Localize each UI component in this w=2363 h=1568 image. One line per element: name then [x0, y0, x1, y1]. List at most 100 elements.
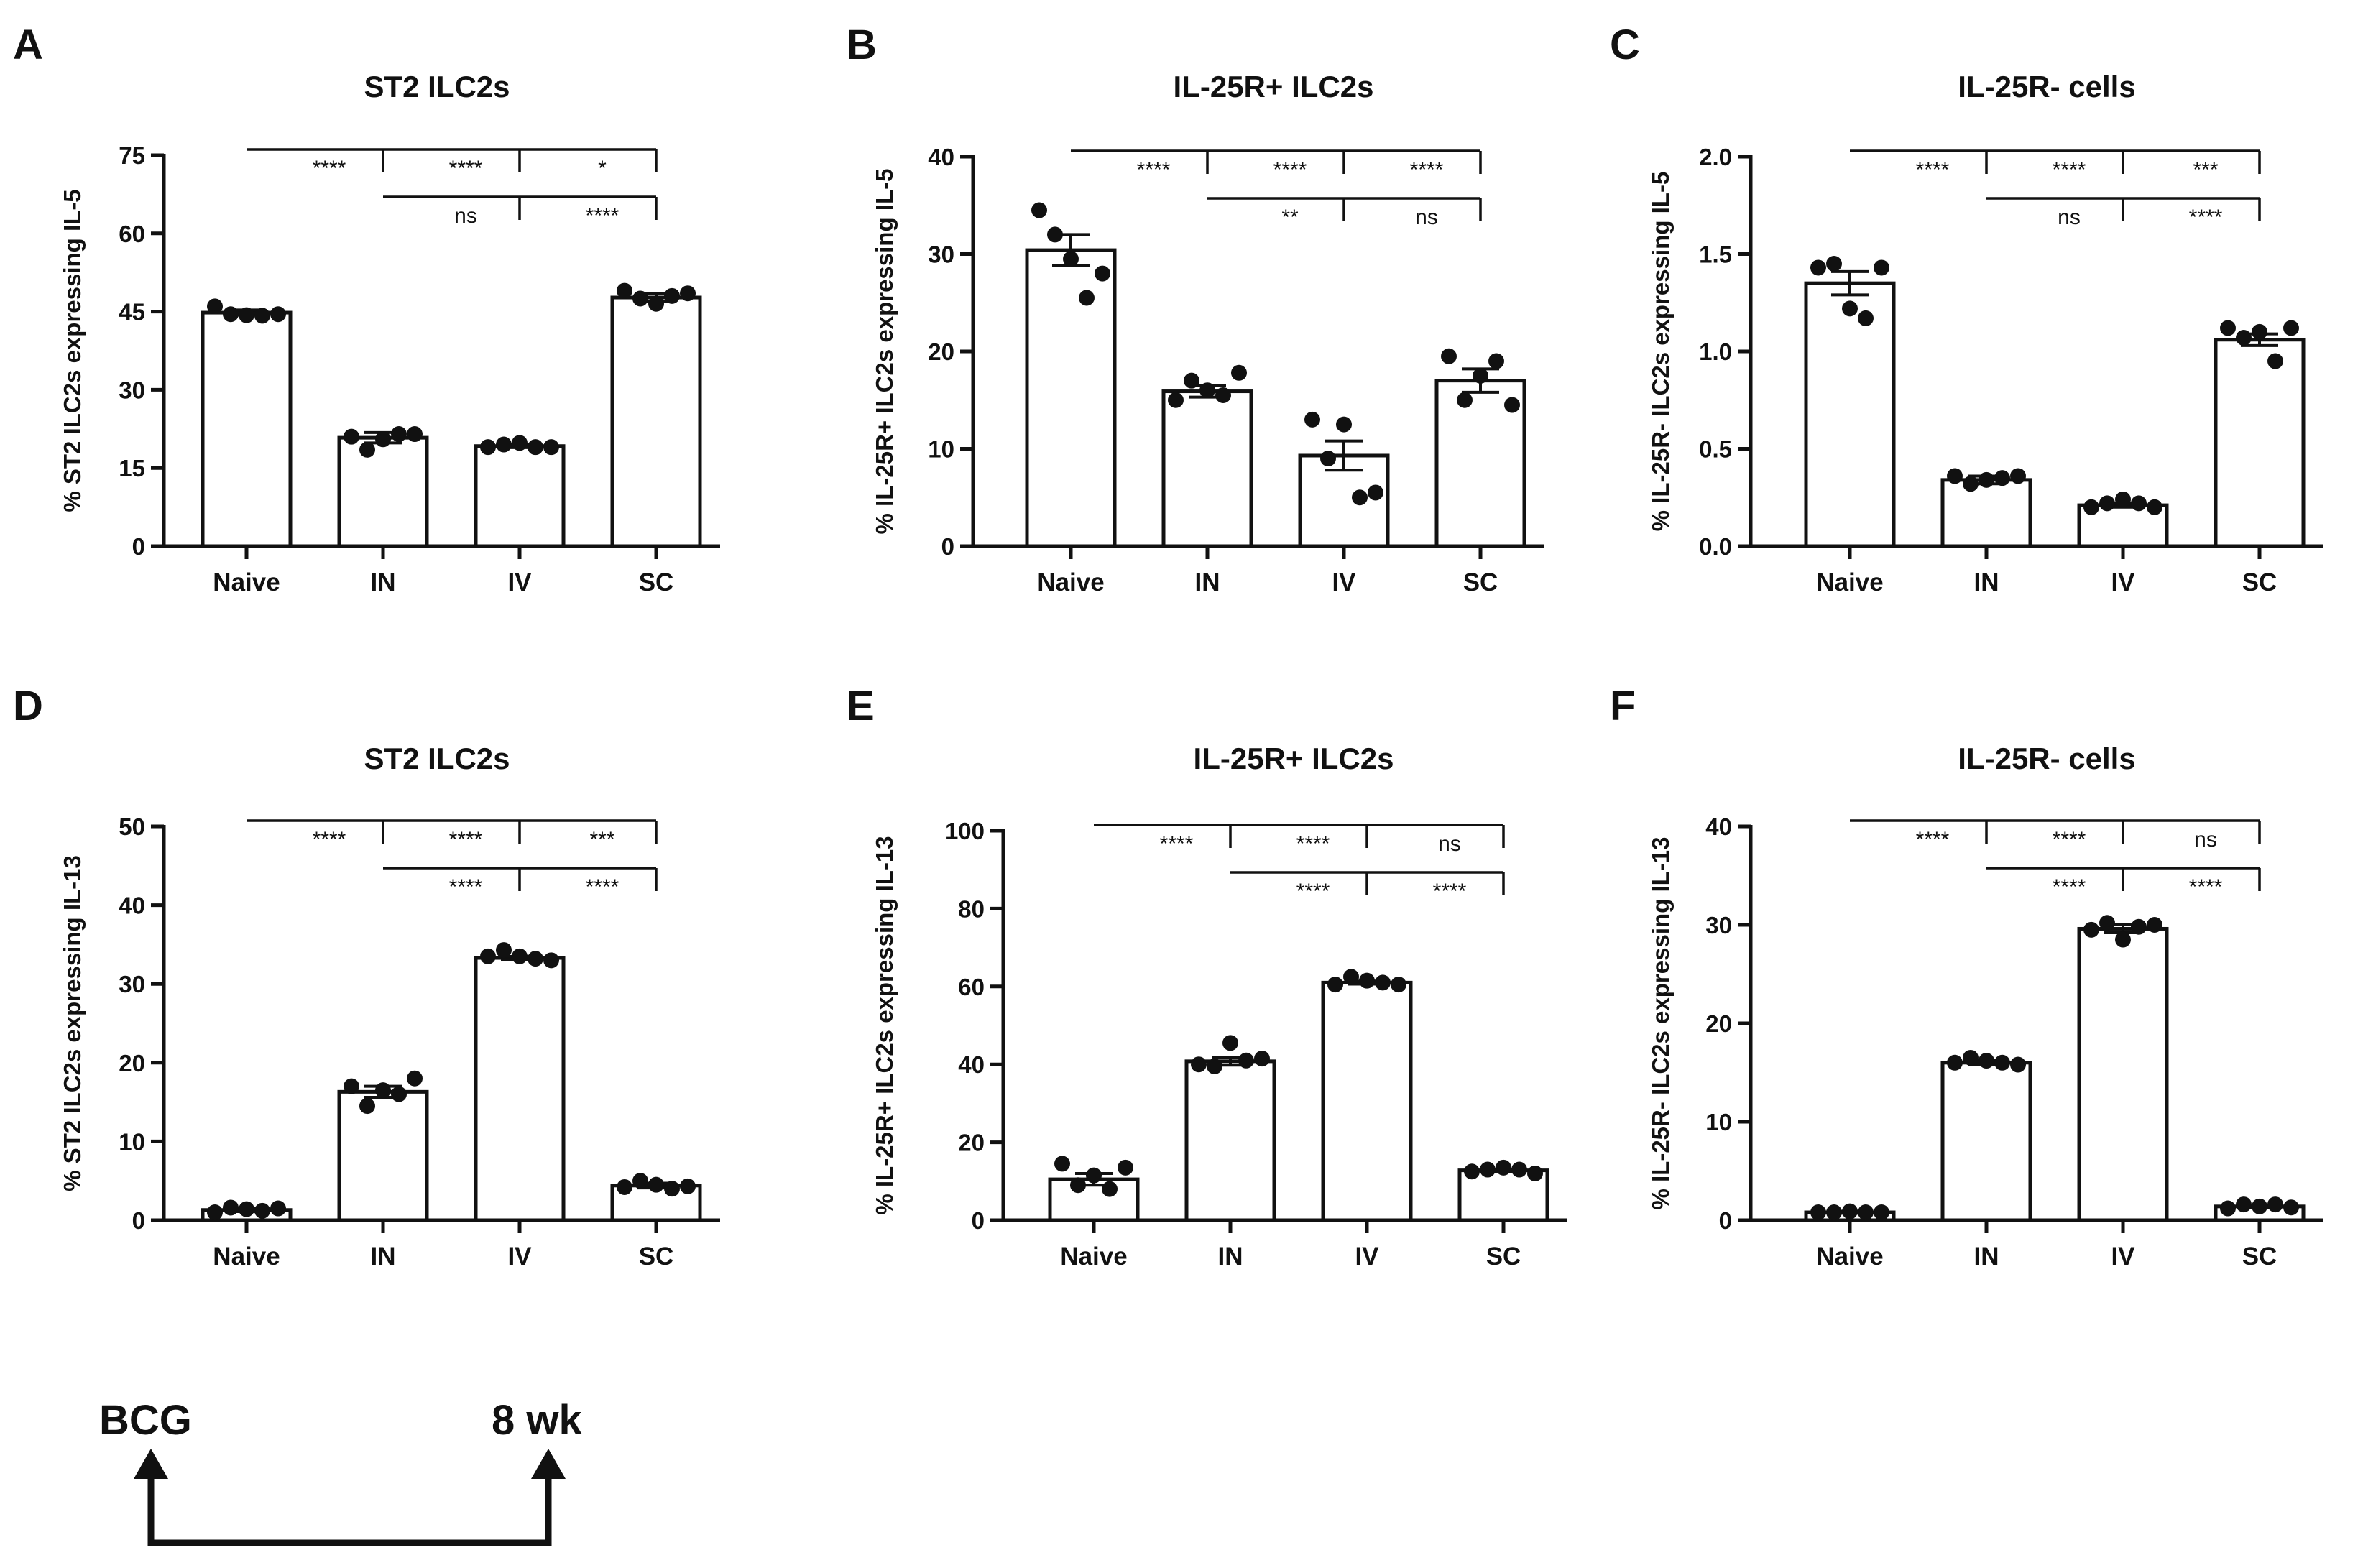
data-point	[1858, 1204, 1874, 1221]
x-tick-label: IN	[371, 568, 396, 596]
panel-letter: C	[1610, 22, 1640, 68]
significance-label: ****	[1916, 828, 1950, 852]
data-point	[1304, 411, 1320, 428]
panel-b: B IL-25R+ ILC2s % IL-25R+ ILC2s expressing…	[847, 22, 1544, 596]
data-point	[680, 285, 696, 302]
data-point	[1359, 972, 1375, 989]
data-point	[2083, 499, 2099, 515]
y-tick-label: 75	[119, 142, 145, 169]
data-point	[1826, 1204, 1842, 1221]
x-tick-label: IV	[2111, 1242, 2135, 1270]
y-tick-label: 0	[1719, 1207, 1732, 1234]
y-tick-label: 0.5	[1699, 436, 1732, 463]
data-point	[1168, 392, 1184, 408]
significance-label: ****	[586, 875, 619, 899]
panel-letter: D	[13, 683, 43, 729]
data-point	[1368, 484, 1383, 501]
data-point	[1496, 1159, 1511, 1176]
y-axis-label: % IL-25R- ILC2s expressing IL-13	[1647, 837, 1674, 1210]
data-point	[1874, 1204, 1889, 1221]
data-point	[1207, 1058, 1222, 1074]
data-point	[2010, 1056, 2026, 1073]
data-point	[617, 1179, 632, 1195]
y-tick-label: 20	[928, 338, 954, 365]
bar-iv	[474, 956, 566, 1222]
y-tick-label: 40	[928, 144, 954, 170]
panel-letter: B	[847, 22, 877, 68]
data-point	[207, 298, 223, 315]
x-tick-label: Naive	[1037, 568, 1104, 596]
timeline-hidden	[151, 1470, 548, 1545]
x-tick-label: SC	[639, 1242, 674, 1270]
data-point	[239, 1201, 254, 1217]
data-point	[2267, 353, 2283, 369]
data-point	[2131, 918, 2147, 935]
data-point	[2236, 1196, 2252, 1213]
data-point	[1979, 1053, 1994, 1069]
y-tick-label: 10	[1705, 1109, 1732, 1135]
bar-in	[1940, 478, 2032, 548]
data-point	[1979, 471, 1994, 488]
x-tick-label: SC	[2242, 1242, 2277, 1270]
data-point	[2099, 915, 2115, 931]
data-point	[1047, 226, 1063, 243]
timeline-start-arrowhead	[134, 1449, 168, 1479]
data-point	[1842, 1203, 1858, 1219]
data-point	[391, 1086, 407, 1102]
timeline: BCG 8 wk	[99, 1397, 582, 1546]
y-tick-label: 40	[1705, 813, 1732, 840]
data-point	[1063, 251, 1079, 267]
x-tick-label: IN	[1974, 1242, 1999, 1270]
significance-label: ****	[313, 157, 346, 180]
y-tick-label: 30	[119, 377, 145, 403]
panel-e: E IL-25R+ ILC2s % IL-25R+ ILC2s expressing…	[847, 683, 1567, 1270]
data-point	[480, 948, 496, 964]
data-point	[239, 307, 254, 323]
data-point	[1184, 372, 1199, 389]
significance-label: ns	[1438, 832, 1461, 856]
data-point	[2147, 917, 2162, 933]
significance-label: ****	[2053, 875, 2086, 899]
y-tick-label: 30	[119, 971, 145, 997]
data-point	[2115, 491, 2131, 507]
panel-title: ST2 ILC2s	[364, 742, 510, 775]
significance-label: *	[598, 157, 607, 180]
panel-letter: E	[847, 683, 875, 729]
data-point	[2099, 495, 2115, 512]
x-tick-label: Naive	[1816, 568, 1883, 596]
y-tick-label: 1.5	[1699, 241, 1732, 268]
x-tick-label: SC	[639, 568, 674, 596]
bar-in	[337, 1089, 429, 1222]
significance-label: ****	[449, 828, 483, 852]
y-tick-label: 40	[119, 893, 145, 919]
bar-naive	[1025, 248, 1117, 548]
data-point	[1858, 310, 1874, 326]
y-tick-label: 1.0	[1699, 338, 1732, 365]
x-tick-label: IV	[507, 568, 532, 596]
x-tick-label: Naive	[213, 1242, 280, 1270]
data-point	[1054, 1156, 1070, 1172]
data-point	[407, 426, 423, 443]
data-point	[1842, 300, 1858, 317]
significance-label: ***	[2193, 158, 2218, 182]
data-point	[254, 308, 270, 324]
data-point	[2236, 330, 2252, 346]
data-point	[1102, 1181, 1118, 1197]
significance-label: **	[1281, 206, 1299, 229]
data-point	[1994, 470, 2010, 486]
data-point	[664, 1181, 680, 1197]
data-point	[512, 435, 528, 451]
significance-label: ****	[2189, 206, 2223, 229]
data-point	[1963, 476, 1979, 492]
data-point	[1810, 1204, 1826, 1221]
data-point	[391, 426, 407, 443]
y-tick-label: 15	[119, 455, 145, 481]
y-tick-label: 100	[945, 818, 985, 844]
data-point	[648, 1176, 664, 1193]
bar-iv	[2077, 926, 2169, 1222]
data-point	[207, 1204, 223, 1221]
panel-title: ST2 ILC2s	[364, 70, 510, 103]
data-point	[359, 1098, 375, 1115]
x-tick-label: Naive	[213, 568, 280, 596]
